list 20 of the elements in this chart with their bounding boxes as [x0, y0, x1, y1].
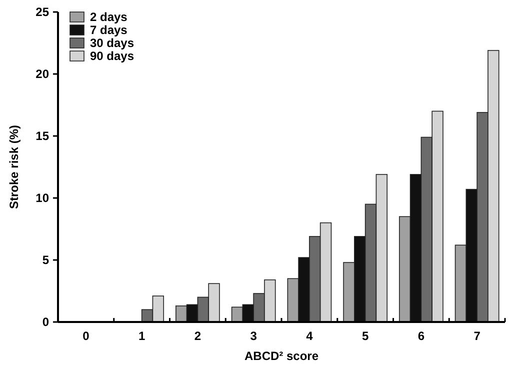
y-tick-label: 5 [42, 253, 50, 268]
x-tick-label: 4 [306, 329, 314, 343]
y-tick-label: 10 [36, 191, 50, 206]
y-tick-label: 0 [42, 315, 50, 330]
legend-label: 7 days [90, 23, 128, 37]
x-tick-label: 3 [250, 329, 258, 343]
x-tick-label: 6 [418, 329, 425, 343]
y-axis-title: Stroke risk (%) [7, 124, 21, 210]
y-tick-label: 15 [36, 129, 50, 144]
x-tick-label: 0 [82, 329, 90, 343]
x-tick-label: 2 [194, 329, 202, 343]
x-tick-label: 1 [138, 329, 146, 343]
y-tick-label: 20 [36, 67, 50, 82]
legend-label: 30 days [90, 36, 134, 50]
x-tick-label: 5 [362, 329, 369, 343]
y-tick-label: 25 [36, 5, 50, 20]
x-tick-label: 7 [474, 329, 481, 343]
x-axis-title: ABCD² score [244, 349, 319, 363]
legend-label: 2 days [90, 10, 128, 24]
legend-label: 90 days [90, 49, 134, 63]
